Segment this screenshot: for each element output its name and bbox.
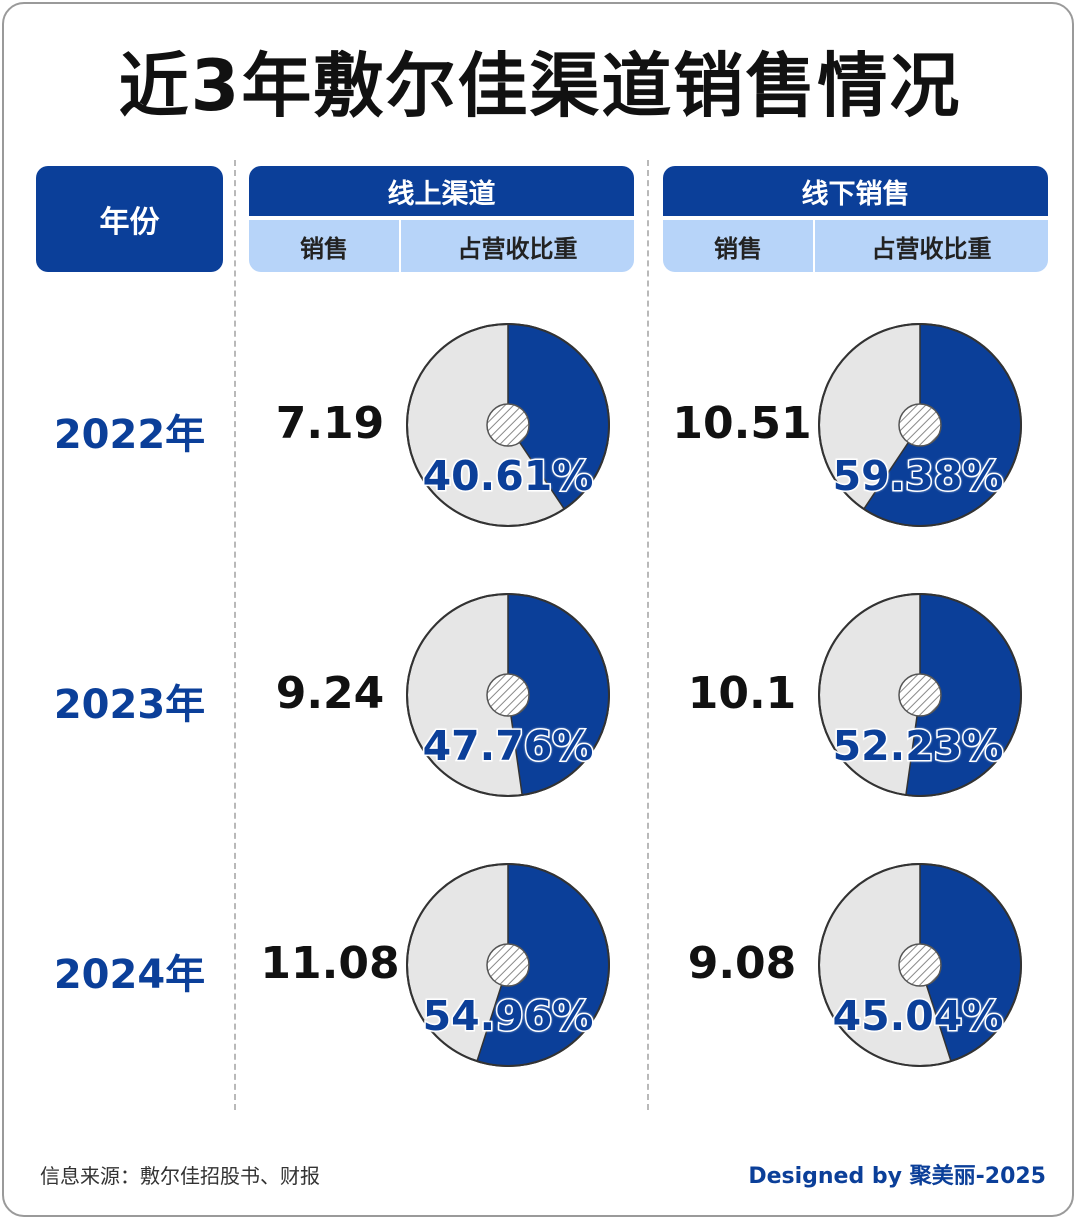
- online-share-label-2023: 47.76%: [421, 721, 595, 772]
- donut-outline: [818, 863, 1022, 1067]
- donut-outline: [818, 323, 1022, 527]
- year-label-2022: 2022年: [53, 412, 206, 458]
- donut-center-hole: [486, 943, 530, 987]
- donut-outline: [818, 593, 1022, 797]
- donut-outline: [406, 323, 610, 527]
- offline-donut-2024: [818, 863, 1022, 1067]
- offline-share-label-2024: 45.04%: [831, 991, 1005, 1042]
- online-channel-title: 线上渠道: [249, 166, 634, 216]
- source-note: 信息来源：敷尔佳招股书、财报: [40, 1164, 320, 1188]
- online-donut-2024: [406, 863, 610, 1067]
- donut-outline: [406, 593, 610, 797]
- online-donut-2022: [406, 323, 610, 527]
- donut-center-hole: [898, 673, 942, 717]
- offline-donut-2022: [818, 323, 1022, 527]
- year-column-header: 年份: [36, 166, 223, 272]
- offline-sales-2023: 10.1: [687, 668, 797, 719]
- offline-donut-2023: [818, 593, 1022, 797]
- offline-share-label-2023: 52.23%: [831, 721, 1005, 772]
- offline-subheader: 销售 占营收比重: [663, 220, 1048, 272]
- donut-center-hole: [486, 673, 530, 717]
- offline-channel-header: 线下销售 销售 占营收比重: [663, 166, 1048, 272]
- donut-center-hole: [898, 943, 942, 987]
- designer-credit: Designed by 聚美丽-2025: [748, 1164, 1046, 1189]
- offline-sales-2022: 10.51: [672, 398, 812, 449]
- donut-center-hole: [486, 403, 530, 447]
- offline-share-label-2022: 59.38%: [831, 451, 1005, 502]
- year-label-2024: 2024年: [53, 952, 206, 998]
- offline-sales-2024: 9.08: [687, 938, 797, 989]
- offline-sales-header: 销售: [663, 220, 815, 272]
- divider-left: [234, 160, 236, 1110]
- online-sales-2022: 7.19: [275, 398, 385, 449]
- year-label-2023: 2023年: [53, 682, 206, 728]
- donut-outline: [406, 863, 610, 1067]
- online-sales-header: 销售: [249, 220, 401, 272]
- online-share-header: 占营收比重: [457, 234, 578, 263]
- online-share-label-2024: 54.96%: [421, 991, 595, 1042]
- online-subheader: 销售 占营收比重: [249, 220, 634, 272]
- donut-center-hole: [898, 403, 942, 447]
- page-title: 近3年敷尔佳渠道销售情况: [118, 45, 962, 127]
- online-donut-2023: [406, 593, 610, 797]
- online-channel-header: 线上渠道 销售 占营收比重: [249, 166, 634, 272]
- online-share-label-2022: 40.61%: [421, 451, 595, 502]
- offline-channel-title: 线下销售: [663, 166, 1048, 216]
- online-sales-2023: 9.24: [275, 668, 385, 719]
- divider-right: [647, 160, 649, 1110]
- offline-share-header: 占营收比重: [871, 234, 992, 263]
- online-sales-2024: 11.08: [260, 938, 400, 989]
